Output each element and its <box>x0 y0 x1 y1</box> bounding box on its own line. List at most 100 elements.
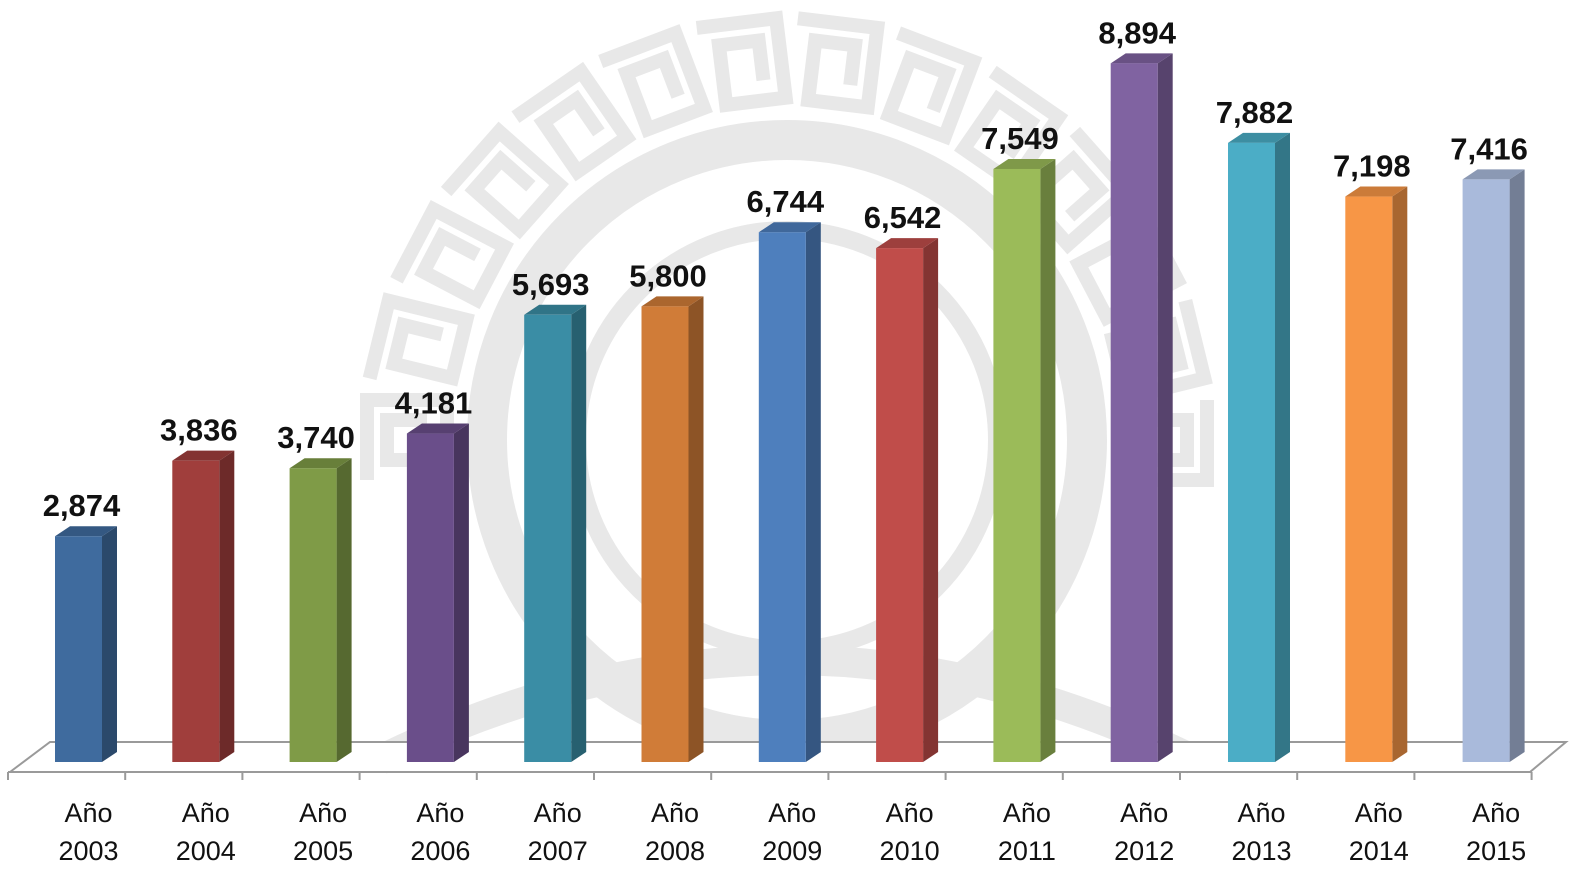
watermark-fret <box>362 292 475 387</box>
bar-front <box>758 232 806 763</box>
category-label-line1: Año <box>651 798 699 828</box>
category-label-line2: 2008 <box>645 836 705 866</box>
watermark-fret <box>695 10 794 113</box>
value-label: 6,744 <box>747 184 825 219</box>
category-label-line2: 2007 <box>528 836 588 866</box>
bar-top <box>172 450 235 461</box>
bar-top <box>289 458 352 469</box>
bar-top <box>1345 186 1408 197</box>
value-label: 7,416 <box>1450 131 1528 166</box>
value-label: 2,874 <box>43 488 121 523</box>
category-label-line1: Año <box>768 798 816 828</box>
value-label: 7,198 <box>1333 149 1411 184</box>
category-label-line1: Año <box>1237 798 1285 828</box>
category-label-line1: Año <box>534 798 582 828</box>
bar-side <box>688 296 704 762</box>
category-label-line2: 2006 <box>410 836 470 866</box>
bar-top <box>876 238 939 249</box>
bar-side <box>805 222 821 763</box>
value-label: 5,800 <box>629 258 707 293</box>
value-label: 7,882 <box>1216 95 1294 130</box>
bar-2007 <box>524 304 587 762</box>
bar-front <box>993 168 1041 762</box>
category-label-line1: Año <box>299 798 347 828</box>
bar-side <box>1275 132 1290 763</box>
category-label-line2: 2010 <box>880 836 940 866</box>
bar-2003 <box>55 526 117 762</box>
category-label-line1: Año <box>182 798 230 828</box>
category-label-line2: 2012 <box>1114 836 1174 866</box>
bar-side <box>219 450 235 762</box>
bar-front <box>524 314 572 762</box>
category-label-line2: 2011 <box>998 836 1056 866</box>
value-label: 3,836 <box>160 413 238 448</box>
category-label-line1: Año <box>64 798 112 828</box>
category-label-line2: 2003 <box>58 836 118 866</box>
bar-front <box>406 433 454 762</box>
bar-top <box>524 304 587 315</box>
bar-side <box>1157 53 1173 762</box>
bar-front <box>1110 63 1158 762</box>
bar-front <box>1345 196 1393 762</box>
bar-top <box>758 222 821 233</box>
bar-front <box>289 468 337 762</box>
bar-2015 <box>1462 169 1525 762</box>
bar-side <box>571 304 587 762</box>
watermark-fret <box>797 11 886 116</box>
bar-front <box>55 536 102 762</box>
category-label-line1: Año <box>1003 798 1051 828</box>
category-label-line1: Año <box>1472 798 1520 828</box>
category-label-line1: Año <box>416 798 464 828</box>
watermark-fret <box>390 199 514 310</box>
category-label-line2: 2009 <box>762 836 822 866</box>
bar-front <box>1228 142 1275 763</box>
value-label: 3,740 <box>277 420 355 455</box>
category-label-line1: Año <box>1355 798 1403 828</box>
category-label-line2: 2005 <box>293 836 353 866</box>
bar-2009 <box>758 222 821 763</box>
value-label: 5,693 <box>512 267 590 302</box>
watermark-fret <box>953 65 1069 193</box>
watermark-fret <box>879 26 983 146</box>
bar-top <box>406 423 469 434</box>
bar-top <box>1462 169 1525 180</box>
bar-2014 <box>1345 186 1408 762</box>
bar-top <box>641 296 704 307</box>
bar-2005 <box>289 458 352 762</box>
bar-2008 <box>641 296 704 762</box>
bar-2013 <box>1228 132 1290 763</box>
bar-front <box>172 460 220 762</box>
category-label-line2: 2004 <box>176 836 236 866</box>
value-label: 6,542 <box>864 200 942 235</box>
bar-side <box>453 423 469 762</box>
bars-group <box>55 53 1525 763</box>
category-label-line2: 2013 <box>1231 836 1291 866</box>
bar-2011 <box>993 158 1056 762</box>
value-label: 8,894 <box>1098 15 1176 50</box>
bar-front <box>641 306 689 762</box>
watermark-fret <box>440 121 569 240</box>
value-label: 7,549 <box>981 121 1059 156</box>
bar-2010 <box>876 238 939 763</box>
bar-side <box>1509 169 1525 762</box>
bar-front <box>876 248 924 763</box>
bar-top <box>55 526 117 537</box>
bar-front <box>1462 179 1510 762</box>
category-label-line1: Año <box>886 798 934 828</box>
bar-top <box>1228 132 1290 143</box>
bar-top <box>1110 53 1173 64</box>
bar-2012 <box>1110 53 1173 762</box>
bar-2006 <box>406 423 469 762</box>
category-labels-group: Año 2003 Año 2004 Año 2005 Año 2006 Año 2007 Año 20… <box>58 798 1526 866</box>
bar-side <box>336 458 352 762</box>
watermark-fret <box>598 24 713 139</box>
bar-2004 <box>172 450 235 762</box>
bar-side <box>1392 186 1408 762</box>
bar-side <box>923 238 939 763</box>
bar-side <box>102 526 117 762</box>
value-labels-group: 2,874 3,836 3,740 4,181 5,693 5,800 6,744 6,542… <box>43 15 1528 523</box>
category-label-line2: 2015 <box>1466 836 1526 866</box>
bar-top <box>993 158 1056 169</box>
category-label-line1: Año <box>1120 798 1168 828</box>
